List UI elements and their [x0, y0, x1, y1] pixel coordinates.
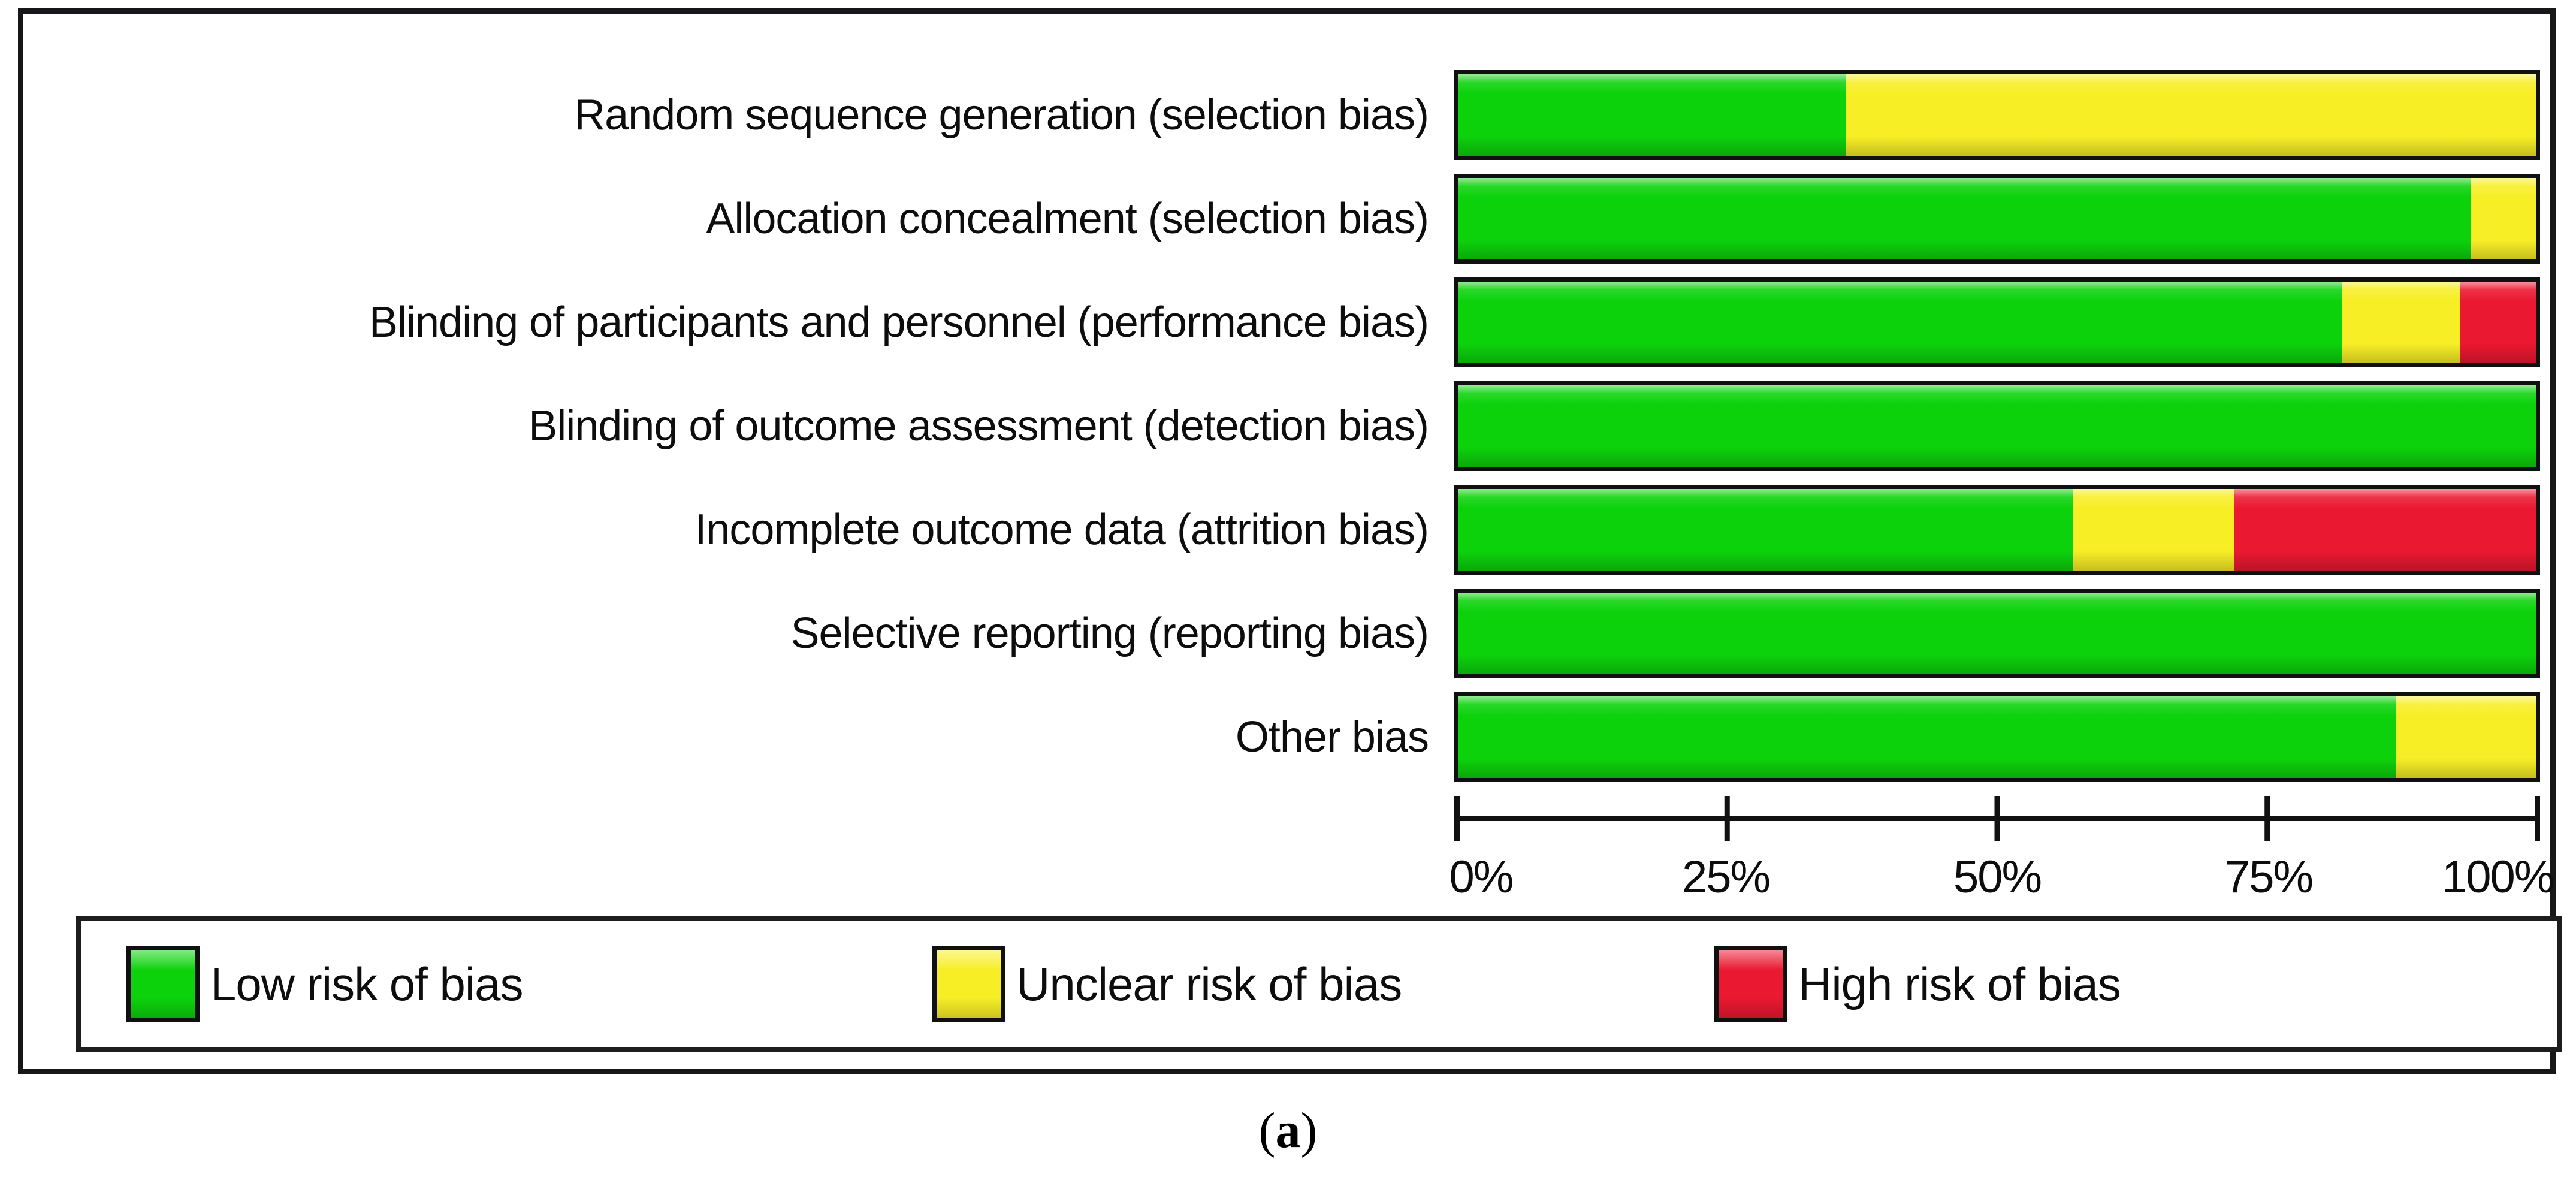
x-axis-tick-label: 100% — [2441, 852, 2554, 903]
caption-paren-close: ) — [1300, 1103, 1318, 1158]
stacked-bar — [1454, 174, 2540, 264]
x-axis-tick — [2535, 796, 2540, 841]
bar-segment-unclear-risk-of-bias — [2396, 696, 2536, 778]
x-axis-tick-label: 25% — [1681, 852, 1771, 903]
chart-row: Blinding of outcome assessment (detectio… — [47, 381, 2540, 471]
chart-row: Other bias — [47, 692, 2540, 782]
stacked-bar — [1454, 485, 2540, 575]
legend-item-unclear-risk-of-bias: Unclear risk of bias — [932, 946, 1402, 1022]
figure-caption: (a) — [0, 1101, 2576, 1160]
stacked-bar — [1454, 277, 2540, 367]
bar-segment-unclear-risk-of-bias — [1846, 74, 2536, 156]
legend-label: Low risk of bias — [210, 957, 524, 1010]
chart-row: Incomplete outcome data (attrition bias) — [47, 485, 2540, 575]
legend-item-low-risk-of-bias: Low risk of bias — [126, 946, 524, 1022]
x-axis-tick — [1724, 796, 1730, 841]
category-label: Incomplete outcome data (attrition bias) — [694, 506, 1429, 554]
caption-letter: a — [1275, 1103, 1301, 1158]
stacked-bar — [1454, 70, 2540, 160]
x-axis: 0% 25% 50% 75% 100% — [1449, 796, 2554, 910]
caption-paren-open: ( — [1258, 1103, 1276, 1158]
figure-border: Random sequence generation (selection bi… — [18, 8, 2562, 1074]
bar-segment-low-risk-of-bias — [1458, 593, 2536, 674]
bar-segment-unclear-risk-of-bias — [2072, 489, 2234, 571]
legend-item-high-risk-of-bias: High risk of bias — [1714, 946, 2121, 1022]
bar-segment-low-risk-of-bias — [1458, 282, 2342, 363]
bar-segment-low-risk-of-bias — [1458, 178, 2472, 259]
bar-segment-unclear-risk-of-bias — [2342, 282, 2461, 363]
x-axis-tick — [1994, 796, 2000, 841]
bar-segment-low-risk-of-bias — [1458, 696, 2396, 778]
category-label: Other bias — [1235, 713, 1429, 761]
chart-row: Blinding of participants and personnel (… — [47, 277, 2540, 367]
x-axis-tick-label: 50% — [1953, 852, 2042, 903]
bar-segment-low-risk-of-bias — [1458, 489, 2073, 571]
x-axis-tick — [1454, 796, 1460, 841]
x-axis-tick-label: 75% — [2224, 852, 2314, 903]
stacked-bar — [1454, 692, 2540, 782]
stacked-bar — [1454, 589, 2540, 678]
category-label: Selective reporting (reporting bias) — [790, 609, 1429, 657]
bar-segment-high-risk-of-bias — [2234, 489, 2536, 571]
legend-label: Unclear risk of bias — [1016, 957, 1402, 1010]
legend-swatch-unclear-risk-of-bias — [932, 946, 1005, 1022]
chart-row: Random sequence generation (selection bi… — [47, 70, 2540, 160]
bar-segment-low-risk-of-bias — [1458, 74, 1847, 156]
legend-label: High risk of bias — [1798, 957, 2121, 1010]
legend: Low risk of bias Unclear risk of bias High… — [76, 916, 2562, 1052]
category-label: Blinding of participants and personnel (… — [369, 298, 1429, 346]
bar-segment-low-risk-of-bias — [1458, 385, 2536, 467]
chart-row: Allocation concealment (selection bias) — [47, 174, 2540, 264]
stacked-bar — [1454, 381, 2540, 471]
legend-swatch-low-risk-of-bias — [126, 946, 200, 1022]
bar-segment-unclear-risk-of-bias — [2471, 178, 2536, 259]
category-label: Allocation concealment (selection bias) — [706, 195, 1429, 243]
bar-segment-high-risk-of-bias — [2460, 282, 2536, 363]
bar-rows: Random sequence generation (selection bi… — [47, 70, 2540, 796]
chart-row: Selective reporting (reporting bias) — [47, 589, 2540, 678]
category-label: Blinding of outcome assessment (detectio… — [529, 402, 1429, 450]
category-label: Random sequence generation (selection bi… — [574, 91, 1429, 139]
x-axis-tick — [2264, 796, 2270, 841]
legend-swatch-high-risk-of-bias — [1714, 946, 1787, 1022]
x-axis-tick-label: 0% — [1449, 852, 1514, 903]
